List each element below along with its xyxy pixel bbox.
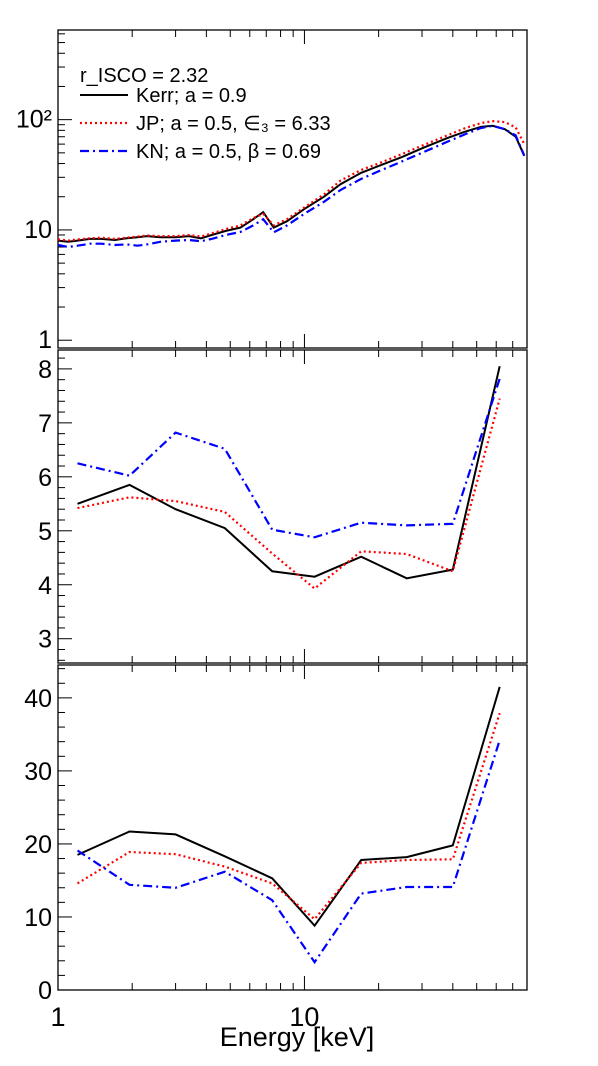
panel-middle: 3 4 5 6 7 8 (38, 349, 528, 664)
y-tick-label: 6 (38, 464, 52, 492)
series-line (77, 378, 501, 539)
y-tick-label: 5 (38, 518, 52, 546)
series-line (77, 365, 501, 580)
y-tick-label: 40 (24, 685, 52, 713)
series-line (77, 686, 501, 928)
panel-frame (57, 664, 528, 991)
panel-top: 1 10 10² (16, 29, 528, 354)
series-line (76, 712, 501, 921)
series-line (57, 124, 526, 243)
panel-frame (57, 349, 528, 664)
series-line (77, 398, 501, 590)
legend-label: Kerr; a = 0.9 (136, 85, 247, 107)
legend: r_ISCO = 2.32 Kerr; a = 0.9 JP; a = 0.5, … (80, 65, 331, 163)
y-tick-label: 20 (24, 831, 52, 859)
y-tick-label: 1 (38, 326, 52, 354)
x-tick-label: 1 (50, 1002, 65, 1032)
x-axis-label: Energy [keV] (220, 1022, 375, 1052)
y-tick-label: 8 (38, 356, 52, 384)
legend-annotation: r_ISCO = 2.32 (80, 65, 208, 87)
series-line (57, 124, 526, 249)
y-tick-label: 10 (24, 216, 52, 244)
panel-frame (57, 29, 528, 349)
legend-label: KN; a = 0.5, β = 0.69 (136, 141, 321, 163)
legend-items: Kerr; a = 0.9 JP; a = 0.5, ∈₃ = 6.33 KN; a… (80, 85, 331, 163)
y-tick-label: 7 (38, 410, 52, 438)
y-tick-label: 10 (24, 904, 52, 932)
y-tick-label: 0 (38, 977, 52, 1005)
legend-label: JP; a = 0.5, ∈₃ = 6.33 (136, 113, 331, 135)
panel-bottom: 0 10 20 30 40 1 10 (24, 664, 528, 1032)
y-tick-label: 30 (24, 758, 52, 786)
y-tick-label: 10² (16, 106, 52, 134)
y-tick-label: 3 (38, 626, 52, 654)
series-line (76, 739, 501, 965)
x-tick-label: 10 (289, 1002, 319, 1032)
y-tick-label: 4 (38, 572, 52, 600)
